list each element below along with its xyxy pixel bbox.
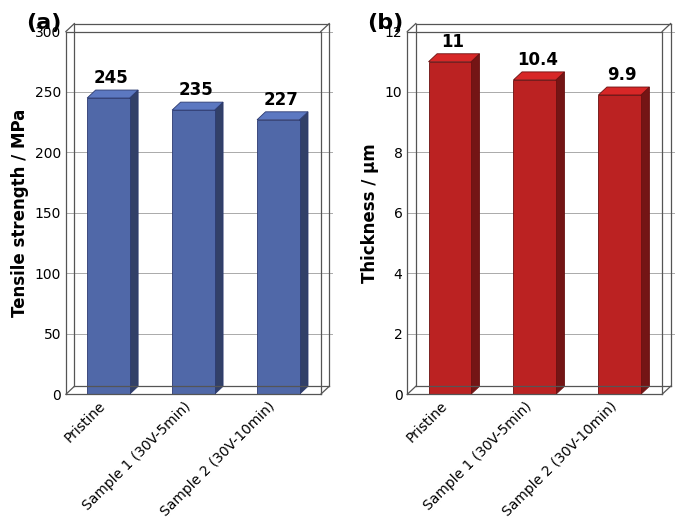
Text: 11: 11 xyxy=(441,33,464,51)
Polygon shape xyxy=(514,72,565,80)
Bar xyxy=(87,98,130,394)
Polygon shape xyxy=(257,112,308,120)
Text: (b): (b) xyxy=(367,13,403,33)
Bar xyxy=(598,95,641,394)
Text: 227: 227 xyxy=(263,91,298,109)
Text: 235: 235 xyxy=(178,81,213,99)
Text: 10.4: 10.4 xyxy=(517,51,558,69)
Text: 245: 245 xyxy=(93,69,128,87)
Text: (a): (a) xyxy=(26,13,61,33)
Bar xyxy=(514,80,556,394)
Bar xyxy=(429,61,471,394)
Polygon shape xyxy=(556,72,565,394)
Polygon shape xyxy=(471,54,480,394)
Bar xyxy=(172,110,215,394)
Y-axis label: Tensile strength / MPa: Tensile strength / MPa xyxy=(11,109,29,317)
Polygon shape xyxy=(172,102,223,110)
Polygon shape xyxy=(87,90,138,98)
Polygon shape xyxy=(300,112,308,394)
Y-axis label: Thickness / μm: Thickness / μm xyxy=(362,143,379,283)
Polygon shape xyxy=(130,90,138,394)
Polygon shape xyxy=(429,54,480,61)
Bar xyxy=(257,120,300,394)
Polygon shape xyxy=(598,87,650,95)
Text: 9.9: 9.9 xyxy=(607,66,637,84)
Polygon shape xyxy=(215,102,223,394)
Polygon shape xyxy=(641,87,650,394)
